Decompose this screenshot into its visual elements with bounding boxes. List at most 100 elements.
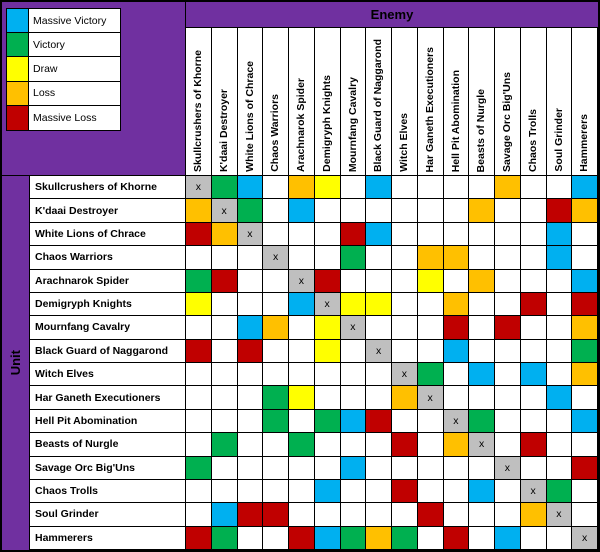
matrix-cell-r12-c9[interactable] [392, 433, 418, 457]
column-header-16[interactable]: Hammerers [572, 28, 598, 175]
matrix-cell-r14-c8[interactable] [366, 479, 392, 504]
matrix-cell-r4-c1[interactable] [186, 246, 212, 270]
matrix-cell-r4-c3[interactable] [237, 246, 264, 270]
matrix-cell-r7-c14[interactable] [520, 316, 547, 340]
matrix-cell-r2-c3[interactable] [237, 199, 264, 223]
matrix-cell-r14-c14[interactable]: x [520, 479, 547, 504]
matrix-cell-r4-c14[interactable] [520, 246, 547, 270]
matrix-cell-r2-c9[interactable] [392, 199, 418, 223]
matrix-cell-r14-c2[interactable] [211, 479, 238, 504]
matrix-cell-r3-c11[interactable] [443, 222, 470, 247]
matrix-cell-r14-c5[interactable] [289, 479, 315, 504]
matrix-cell-r11-c7[interactable] [340, 409, 367, 434]
matrix-cell-r10-c11[interactable] [443, 386, 470, 410]
matrix-cell-r7-c16[interactable] [572, 316, 598, 340]
matrix-cell-r14-c13[interactable] [495, 479, 521, 504]
matrix-cell-r6-c5[interactable] [289, 292, 315, 317]
matrix-cell-r5-c9[interactable] [392, 269, 418, 293]
matrix-cell-r16-c9[interactable] [392, 526, 418, 550]
matrix-cell-r13-c15[interactable] [546, 456, 573, 480]
matrix-cell-r3-c10[interactable] [417, 222, 444, 247]
matrix-cell-r15-c4[interactable] [263, 503, 289, 527]
matrix-cell-r8-c15[interactable] [546, 339, 573, 363]
matrix-cell-r1-c5[interactable] [289, 176, 315, 200]
matrix-cell-r4-c16[interactable] [572, 246, 598, 270]
matrix-cell-r13-c16[interactable] [572, 456, 598, 480]
row-label-5[interactable]: Arachnarok Spider [30, 270, 185, 293]
matrix-cell-r2-c5[interactable] [289, 199, 315, 223]
column-header-14[interactable]: Chaos Trolls [521, 28, 547, 175]
matrix-cell-r8-c16[interactable] [572, 339, 598, 363]
matrix-cell-r16-c12[interactable] [469, 526, 495, 550]
matrix-cell-r10-c15[interactable] [546, 386, 573, 410]
matrix-cell-r13-c6[interactable] [314, 456, 341, 480]
matrix-cell-r7-c8[interactable] [366, 316, 392, 340]
matrix-cell-r8-c12[interactable] [469, 339, 495, 363]
matrix-cell-r1-c6[interactable] [314, 176, 341, 200]
column-header-2[interactable]: K'daai Destroyer [212, 28, 238, 175]
matrix-cell-r1-c4[interactable] [263, 176, 289, 200]
row-label-11[interactable]: Hell Pit Abomination [30, 410, 185, 434]
matrix-cell-r14-c6[interactable] [314, 479, 341, 504]
matrix-cell-r8-c14[interactable] [520, 339, 547, 363]
matrix-cell-r11-c4[interactable] [263, 409, 289, 434]
matrix-cell-r6-c1[interactable] [186, 292, 212, 317]
matrix-cell-r16-c6[interactable] [314, 526, 341, 550]
matrix-cell-r6-c2[interactable] [211, 292, 238, 317]
matrix-cell-r12-c6[interactable] [314, 433, 341, 457]
matrix-cell-r6-c3[interactable] [237, 292, 264, 317]
matrix-cell-r12-c10[interactable] [417, 433, 444, 457]
matrix-cell-r3-c3[interactable]: x [237, 222, 264, 247]
matrix-cell-r6-c16[interactable] [572, 292, 598, 317]
matrix-cell-r9-c16[interactable] [572, 363, 598, 387]
matrix-cell-r12-c14[interactable] [520, 433, 547, 457]
row-label-8[interactable]: Black Guard of Naggarond [30, 340, 185, 363]
matrix-cell-r7-c9[interactable] [392, 316, 418, 340]
matrix-cell-r12-c4[interactable] [263, 433, 289, 457]
matrix-cell-r3-c7[interactable] [340, 222, 367, 247]
matrix-cell-r15-c8[interactable] [366, 503, 392, 527]
matrix-cell-r8-c9[interactable] [392, 339, 418, 363]
matrix-cell-r12-c5[interactable] [289, 433, 315, 457]
matrix-cell-r9-c11[interactable] [443, 363, 470, 387]
matrix-cell-r1-c16[interactable] [572, 176, 598, 200]
matrix-cell-r6-c14[interactable] [520, 292, 547, 317]
matrix-cell-r9-c2[interactable] [211, 363, 238, 387]
matrix-cell-r3-c8[interactable] [366, 222, 392, 247]
matrix-cell-r6-c4[interactable] [263, 292, 289, 317]
matrix-cell-r13-c7[interactable] [340, 456, 367, 480]
matrix-cell-r8-c5[interactable] [289, 339, 315, 363]
matrix-cell-r5-c13[interactable] [495, 269, 521, 293]
matrix-cell-r15-c2[interactable] [211, 503, 238, 527]
matrix-cell-r4-c4[interactable]: x [263, 246, 289, 270]
matrix-cell-r15-c1[interactable] [186, 503, 212, 527]
matrix-cell-r7-c3[interactable] [237, 316, 264, 340]
matrix-cell-r2-c13[interactable] [495, 199, 521, 223]
matrix-cell-r2-c1[interactable] [186, 199, 212, 223]
row-label-9[interactable]: Witch Elves [30, 363, 185, 387]
matrix-cell-r5-c8[interactable] [366, 269, 392, 293]
matrix-cell-r14-c1[interactable] [186, 479, 212, 504]
matrix-cell-r12-c15[interactable] [546, 433, 573, 457]
matrix-cell-r9-c5[interactable] [289, 363, 315, 387]
matrix-cell-r11-c13[interactable] [495, 409, 521, 434]
matrix-cell-r10-c14[interactable] [520, 386, 547, 410]
matrix-cell-r8-c2[interactable] [211, 339, 238, 363]
matrix-cell-r15-c11[interactable] [443, 503, 470, 527]
row-label-3[interactable]: White Lions of Chrace [30, 223, 185, 247]
matrix-cell-r15-c16[interactable] [572, 503, 598, 527]
matrix-cell-r4-c13[interactable] [495, 246, 521, 270]
matrix-cell-r11-c2[interactable] [211, 409, 238, 434]
matrix-cell-r6-c15[interactable] [546, 292, 573, 317]
matrix-cell-r7-c11[interactable] [443, 316, 470, 340]
matrix-cell-r10-c6[interactable] [314, 386, 341, 410]
matrix-cell-r5-c12[interactable] [469, 269, 495, 293]
matrix-cell-r15-c14[interactable] [520, 503, 547, 527]
matrix-cell-r9-c1[interactable] [186, 363, 212, 387]
row-label-1[interactable]: Skullcrushers of Khorne [30, 176, 185, 200]
matrix-cell-r7-c12[interactable] [469, 316, 495, 340]
matrix-cell-r8-c3[interactable] [237, 339, 264, 363]
row-label-7[interactable]: Mournfang Cavalry [30, 316, 185, 340]
matrix-cell-r1-c8[interactable] [366, 176, 392, 200]
matrix-cell-r3-c5[interactable] [289, 222, 315, 247]
